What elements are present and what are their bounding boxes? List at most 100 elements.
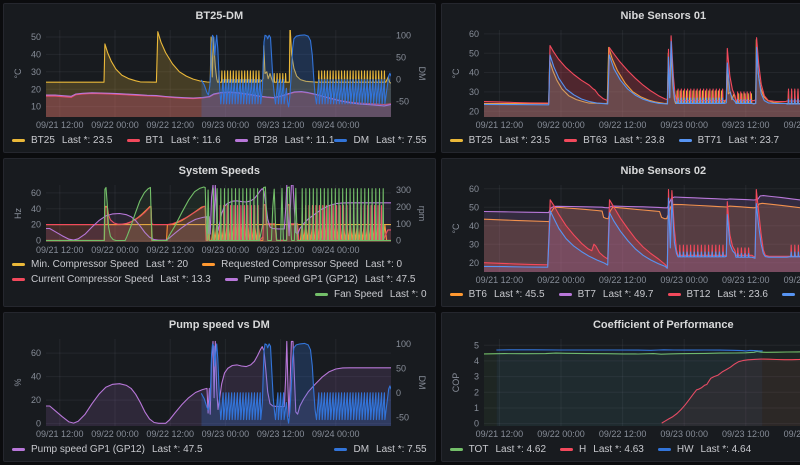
panel-bt25-dm: BT25-DM 10 20 30 40 50 °C -50 0 50 100 DM 09/21 12:… bbox=[3, 3, 436, 153]
series-area bbox=[483, 351, 800, 427]
legend-swatch bbox=[12, 138, 25, 142]
legend-series-name: BT25 bbox=[468, 134, 493, 146]
legend-item-bt1[interactable]: BT1 Last *: 11.6 bbox=[126, 135, 221, 146]
legend-swatch bbox=[234, 138, 248, 142]
svg-text:20: 20 bbox=[31, 219, 41, 229]
chart-canvas[interactable]: 20 30 40 50 60 °C 09/21 12:00 09/22 00:00 09/22 … bbox=[450, 24, 800, 132]
legend-swatch bbox=[334, 448, 348, 451]
legend-item-min-compressor-speed[interactable]: Min. Compressor Speed Last *: 20 bbox=[12, 259, 188, 270]
svg-text:60: 60 bbox=[469, 183, 479, 193]
svg-text:50: 50 bbox=[31, 32, 41, 42]
legend-swatch bbox=[12, 448, 25, 451]
legend-series-name: Min. Compressor Speed bbox=[31, 259, 139, 271]
legend-swatch bbox=[224, 278, 238, 282]
legend-item-bt7[interactable]: BT7 Last *: 49.7 bbox=[558, 289, 654, 300]
svg-text:09/24 00:00: 09/24 00:00 bbox=[312, 429, 360, 439]
legend: BT25 Last *: 23.5 BT63 Last *: 23.8 BT71 Last… bbox=[449, 132, 800, 148]
legend-swatch bbox=[202, 263, 216, 267]
panel-header: Nibe Sensors 01 bbox=[450, 9, 800, 24]
legend-swatch bbox=[334, 138, 348, 142]
legend-item-bt3[interactable]: BT3Last *: 23.7 bbox=[782, 289, 800, 300]
panel-title[interactable]: Coefficient of Performance bbox=[592, 319, 734, 332]
time-series-chart[interactable]: 20 30 40 50 60 °C 09/21 12:00 09/22 00:00 09/22 … bbox=[450, 24, 800, 132]
legend-item-tot[interactable]: TOT Last *: 4.62 bbox=[449, 444, 547, 455]
svg-text:09/24 00:00: 09/24 00:00 bbox=[783, 120, 800, 130]
legend-series-value: Last *: 47.5 bbox=[364, 274, 416, 286]
legend-row: Fan Speed Last *: 0 bbox=[12, 287, 427, 302]
panel-system-speeds: System Speeds 0 20 40 60 Hz 0 100 200 300 rpm 09/2… bbox=[3, 157, 436, 308]
time-series-chart[interactable]: 20 30 40 50 60 °C 09/21 12:00 09/22 00:00 09/22 … bbox=[450, 179, 800, 287]
time-series-chart[interactable]: 10 20 30 40 50 °C -50 0 50 100 DM 09/21 12:00 09/22 … bbox=[12, 24, 427, 132]
time-series-chart[interactable]: 0 20 40 60 Hz 0 100 200 300 rpm 09/21 12:00 09/22 0… bbox=[12, 179, 427, 257]
y-axis-right: 0 100 200 300 rpm bbox=[396, 185, 427, 246]
svg-text:09/24 00:00: 09/24 00:00 bbox=[312, 120, 360, 130]
svg-text:1: 1 bbox=[474, 403, 479, 413]
legend-item-bt6[interactable]: BT6 Last *: 45.5 bbox=[449, 289, 545, 300]
svg-text:100: 100 bbox=[396, 30, 411, 40]
svg-text:09/21 12:00: 09/21 12:00 bbox=[36, 120, 84, 130]
legend-item-pump-speed-gp1-gp12[interactable]: Pump speed GP1 (GP12) Last *: 47.5 bbox=[12, 444, 203, 455]
legend-swatch bbox=[126, 138, 140, 142]
chart-canvas[interactable]: 20 30 40 50 60 °C 09/21 12:00 09/22 00:00 09/22 … bbox=[450, 179, 800, 287]
legend-series-value: Last *: 4.64 bbox=[700, 444, 752, 455]
svg-text:09/22 00:00: 09/22 00:00 bbox=[91, 120, 139, 130]
grid bbox=[46, 339, 391, 427]
legend-swatch bbox=[564, 138, 578, 142]
legend-item-h[interactable]: H Last *: 4.63 bbox=[560, 444, 644, 455]
legend-series-name: H bbox=[579, 444, 587, 455]
legend-item-pump-speed-gp1-gp12[interactable]: Pump speed GP1 (GP12) Last *: 47.5 bbox=[224, 274, 416, 286]
legend-item-fan-speed[interactable]: Fan Speed Last *: 0 bbox=[314, 289, 427, 300]
svg-text:50: 50 bbox=[396, 52, 406, 62]
legend-row: Current Compressor Speed Last *: 13.3 Pump… bbox=[12, 272, 427, 287]
series-area bbox=[46, 91, 391, 117]
svg-text:09/22 00:00: 09/22 00:00 bbox=[91, 429, 139, 439]
svg-text:09/21 12:00: 09/21 12:00 bbox=[475, 429, 523, 439]
legend-swatch bbox=[678, 138, 692, 142]
legend-item-bt28[interactable]: BT28 Last *: 11.1 bbox=[234, 135, 334, 146]
legend-series-value: Last *: 4.62 bbox=[495, 444, 547, 455]
svg-text:09/23 12:00: 09/23 12:00 bbox=[257, 245, 305, 255]
series-area bbox=[483, 39, 800, 117]
legend-series-name: Requested Compressor Speed bbox=[221, 259, 359, 271]
legend-item-bt12[interactable]: BT12 Last *: 23.6 bbox=[667, 289, 768, 300]
legend-group: BT6 Last *: 45.5 BT7 Last *: 49.7 BT12 Last *… bbox=[449, 289, 800, 300]
legend-swatch bbox=[449, 293, 463, 297]
time-series-chart[interactable]: 0 1 2 3 4 5 COP 09/21 12:00 09/22 00:00 09/22 12:… bbox=[450, 333, 800, 441]
series-line bbox=[200, 34, 391, 108]
panel-title[interactable]: Nibe Sensors 01 bbox=[620, 10, 707, 22]
legend: BT6 Last *: 45.5 BT7 Last *: 49.7 BT12 Last *… bbox=[449, 286, 800, 302]
panel-title[interactable]: Nibe Sensors 02 bbox=[620, 164, 707, 177]
legend-item-hw[interactable]: HW Last *: 4.64 bbox=[657, 444, 752, 455]
panel-title[interactable]: Pump speed vs DM bbox=[168, 319, 270, 332]
chart-canvas[interactable]: 0 20 40 60 Hz 0 100 200 300 rpm 09/21 12:00 09/22 0… bbox=[12, 179, 427, 257]
legend-swatch bbox=[657, 448, 671, 451]
legend-item-bt25[interactable]: BT25 Last *: 23.5 bbox=[12, 135, 113, 146]
svg-text:09/23 00:00: 09/23 00:00 bbox=[202, 245, 250, 255]
chart-canvas[interactable]: 10 20 30 40 50 °C -50 0 50 100 DM 09/21 12:00 09/22 … bbox=[12, 24, 427, 132]
legend-item-bt63[interactable]: BT63 Last *: 23.8 bbox=[564, 135, 665, 146]
legend-group: Min. Compressor Speed Last *: 20 Requested… bbox=[12, 259, 402, 270]
legend-series-name: Current Compressor Speed bbox=[31, 274, 154, 286]
legend-item-current-compressor-speed[interactable]: Current Compressor Speed Last *: 13.3 bbox=[12, 274, 211, 285]
panel-title[interactable]: System Speeds bbox=[178, 164, 260, 177]
svg-text:4: 4 bbox=[474, 356, 479, 366]
panel-pump-speed-vs-dm: Pump speed vs DM 0 20 40 60% -50 0 50 100 DM 09/2… bbox=[3, 312, 436, 462]
legend-item-dm[interactable]: DM Last *: 7.55 bbox=[334, 444, 427, 455]
svg-text:DM: DM bbox=[417, 67, 427, 81]
svg-text:09/23 12:00: 09/23 12:00 bbox=[722, 120, 770, 130]
legend-item-dm[interactable]: DM Last *: 7.55 bbox=[334, 135, 427, 146]
time-series-chart[interactable]: 0 20 40 60% -50 0 50 100 DM 09/21 12:00 09/22 00:0… bbox=[12, 333, 427, 441]
legend-item-bt71[interactable]: BT71 Last *: 23.7 bbox=[678, 135, 779, 146]
legend-series-name: DM bbox=[353, 444, 370, 455]
panel-title[interactable]: BT25-DM bbox=[195, 10, 244, 22]
series-area bbox=[483, 195, 800, 272]
y-axis-right: -50 0 50 100 DM bbox=[396, 339, 427, 422]
legend-series-value: Last *: 13.3 bbox=[160, 274, 211, 286]
chart-canvas[interactable]: 0 1 2 3 4 5 COP 09/21 12:00 09/22 00:00 09/22 12:… bbox=[450, 333, 800, 441]
chart-canvas[interactable]: 0 20 40 60% -50 0 50 100 DM 09/21 12:00 09/22 00:0… bbox=[12, 333, 427, 441]
svg-text:10: 10 bbox=[31, 102, 41, 112]
legend-item-bt25[interactable]: BT25 Last *: 23.5 bbox=[449, 134, 550, 146]
svg-text:60: 60 bbox=[31, 348, 41, 358]
legend-item-requested-compressor-speed[interactable]: Requested Compressor Speed Last *: 0 bbox=[202, 259, 402, 270]
